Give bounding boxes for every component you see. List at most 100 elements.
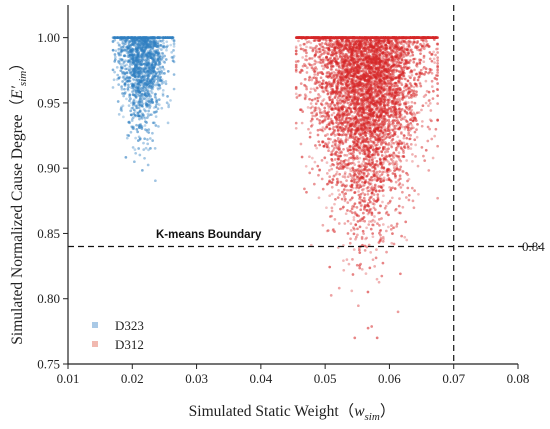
data-point xyxy=(381,200,384,204)
data-point xyxy=(171,59,175,63)
data-point xyxy=(147,56,151,60)
data-point xyxy=(172,73,176,76)
data-point xyxy=(391,129,395,132)
data-point xyxy=(127,134,131,137)
data-point xyxy=(144,146,148,150)
data-point xyxy=(145,88,149,92)
data-point xyxy=(120,87,124,91)
data-point xyxy=(308,171,312,175)
data-point xyxy=(372,193,376,196)
series-d312 xyxy=(294,36,439,340)
data-point xyxy=(121,41,124,45)
data-point xyxy=(138,36,142,39)
data-point xyxy=(150,91,154,95)
data-point xyxy=(303,78,307,81)
data-point xyxy=(147,148,150,152)
data-point xyxy=(355,263,359,267)
data-point xyxy=(128,40,131,44)
data-point xyxy=(376,211,380,215)
data-point xyxy=(146,57,150,61)
data-point xyxy=(346,101,350,105)
data-point xyxy=(349,222,353,225)
data-point xyxy=(416,164,420,168)
data-point xyxy=(401,205,405,209)
data-point xyxy=(330,214,333,218)
data-point xyxy=(432,89,435,93)
data-point xyxy=(409,54,412,58)
data-point xyxy=(145,130,149,133)
data-point xyxy=(299,71,302,74)
data-point xyxy=(331,144,334,148)
data-point xyxy=(162,41,165,45)
data-point xyxy=(366,326,370,330)
data-point xyxy=(329,68,333,71)
data-point xyxy=(149,45,152,49)
data-point xyxy=(309,87,313,91)
data-point xyxy=(146,142,150,146)
data-point xyxy=(406,79,410,83)
data-point xyxy=(337,222,341,225)
data-point xyxy=(349,209,352,213)
data-point xyxy=(333,104,337,107)
data-point xyxy=(144,86,148,89)
data-point xyxy=(130,119,134,122)
data-point xyxy=(352,248,356,251)
data-point xyxy=(114,49,118,53)
data-point xyxy=(153,147,157,150)
data-point xyxy=(406,45,409,49)
data-point xyxy=(157,60,161,64)
data-point xyxy=(161,51,164,55)
data-point xyxy=(120,49,124,52)
data-point xyxy=(156,51,159,54)
data-point xyxy=(117,76,121,80)
data-point xyxy=(377,110,381,114)
data-point xyxy=(305,51,308,55)
data-point xyxy=(166,95,169,98)
data-point xyxy=(328,175,332,179)
data-point xyxy=(433,134,437,138)
data-point xyxy=(361,90,365,93)
data-point xyxy=(358,225,362,229)
data-point xyxy=(161,93,165,97)
data-point xyxy=(156,74,159,78)
data-point xyxy=(329,164,333,168)
data-point xyxy=(339,180,343,184)
data-point xyxy=(136,130,139,134)
data-point xyxy=(300,121,304,125)
data-point xyxy=(349,229,353,232)
data-point xyxy=(352,226,355,230)
data-point xyxy=(346,209,349,212)
data-point xyxy=(151,63,154,67)
data-point xyxy=(375,189,378,193)
data-point xyxy=(126,49,129,52)
data-point xyxy=(145,83,148,87)
data-point xyxy=(422,95,426,98)
data-point xyxy=(132,71,136,75)
data-point xyxy=(143,77,146,81)
data-point xyxy=(149,89,153,93)
data-point xyxy=(137,103,140,106)
data-point xyxy=(131,106,135,110)
data-point xyxy=(170,56,174,59)
data-point xyxy=(399,272,402,276)
data-point xyxy=(139,83,143,87)
data-point xyxy=(147,93,151,97)
data-point xyxy=(135,79,138,83)
data-point xyxy=(171,36,174,39)
data-point xyxy=(145,36,149,39)
data-point xyxy=(140,46,143,50)
data-point xyxy=(430,59,434,63)
data-point xyxy=(119,45,123,49)
data-point xyxy=(436,196,439,200)
data-point xyxy=(133,94,137,98)
data-point xyxy=(142,83,145,87)
data-point xyxy=(123,87,126,91)
data-point xyxy=(138,153,142,157)
data-point xyxy=(127,75,131,79)
data-point xyxy=(362,187,365,191)
data-point xyxy=(413,189,416,192)
data-point xyxy=(401,98,404,101)
data-point xyxy=(156,63,160,66)
data-point xyxy=(151,46,154,49)
data-point xyxy=(364,272,368,275)
